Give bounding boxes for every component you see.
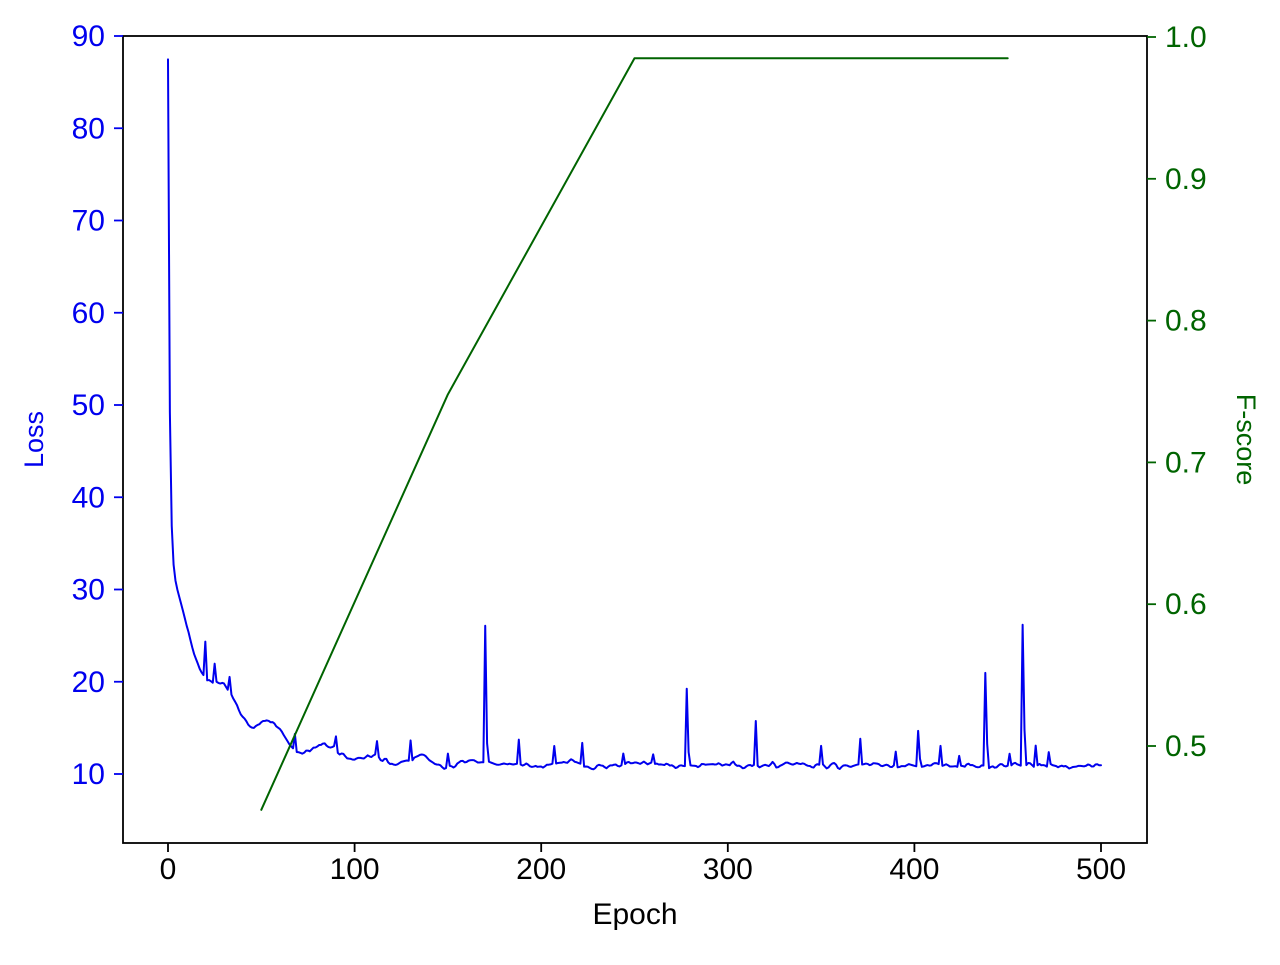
- svg-text:Loss: Loss: [19, 411, 49, 468]
- svg-text:0: 0: [160, 853, 177, 886]
- svg-text:0.6: 0.6: [1165, 588, 1207, 621]
- svg-text:30: 30: [72, 574, 105, 607]
- svg-text:90: 90: [72, 20, 105, 53]
- svg-text:100: 100: [330, 853, 380, 886]
- svg-text:200: 200: [516, 853, 566, 886]
- svg-text:60: 60: [72, 297, 105, 330]
- svg-text:0.7: 0.7: [1165, 446, 1207, 479]
- svg-text:50: 50: [72, 389, 105, 422]
- svg-text:400: 400: [889, 853, 939, 886]
- svg-text:Epoch: Epoch: [592, 898, 677, 931]
- svg-text:500: 500: [1076, 853, 1126, 886]
- svg-text:10: 10: [72, 758, 105, 791]
- svg-text:80: 80: [72, 112, 105, 145]
- svg-text:40: 40: [72, 481, 105, 514]
- svg-text:20: 20: [72, 666, 105, 699]
- svg-text:0.5: 0.5: [1165, 730, 1207, 763]
- svg-text:300: 300: [703, 853, 753, 886]
- svg-text:F-score: F-score: [1231, 394, 1261, 486]
- svg-text:70: 70: [72, 205, 105, 238]
- svg-text:0.9: 0.9: [1165, 163, 1207, 196]
- svg-text:1.0: 1.0: [1165, 21, 1207, 54]
- svg-text:0.8: 0.8: [1165, 305, 1207, 338]
